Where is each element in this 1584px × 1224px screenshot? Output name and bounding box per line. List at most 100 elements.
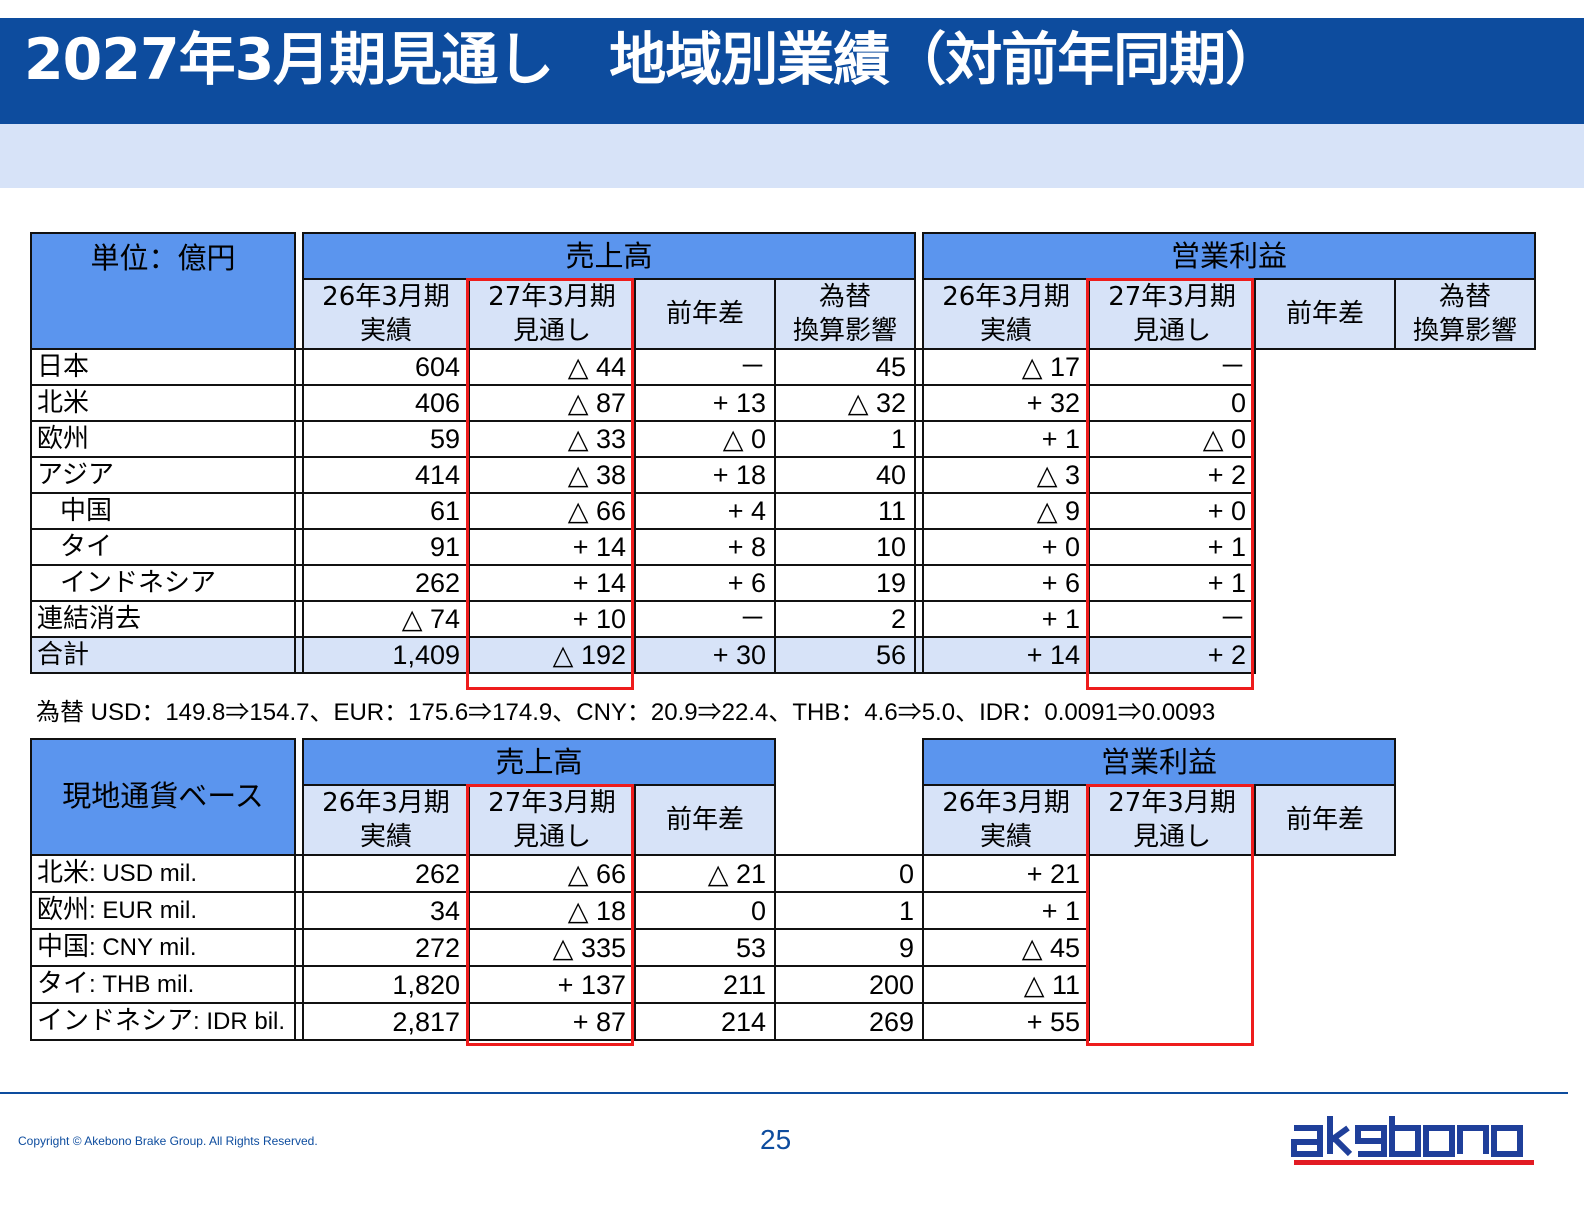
op-o26-cell: △ 32 — [773, 384, 917, 422]
sales-s26-cell: △ 84 — [294, 600, 304, 638]
akebono-logo — [1291, 1116, 1534, 1165]
sales-sdiff-cell: △ 38 — [468, 456, 636, 494]
local-sales-s27-cell: 272 — [302, 928, 470, 967]
op-o27-cell: 10 — [914, 528, 925, 566]
op-fy26-header: 26年3月期 実績 — [922, 278, 1091, 350]
op-o26-cell: 19 — [773, 564, 917, 602]
local-sales-header: 売上高 — [301, 738, 777, 786]
currency-region-label: 北米: USD mil. — [30, 854, 296, 893]
local-sales-s26-cell: 608 — [294, 928, 304, 967]
unit-label: 単位：億円 — [30, 232, 296, 350]
op-ofx-cell: + 2 — [1088, 636, 1257, 674]
local-sales-sdiff-cell: + 137 — [468, 965, 636, 1004]
local-sales-fy26-header: 26年3月期 実績 — [302, 784, 470, 856]
local-sales-sdiff-cell: △ 18 — [468, 891, 636, 930]
local-op-fy27-header: 27年3月期 見通し — [1088, 784, 1257, 856]
op-o26-cell: 2 — [773, 600, 917, 638]
op-o27-cell: 2 — [914, 492, 925, 530]
subtitle-band — [0, 124, 1584, 188]
sales-s27-cell: 61 — [302, 492, 470, 530]
local-op-o27-cell: 269 — [774, 1002, 925, 1041]
local-op-diff-header: 前年差 — [1254, 784, 1397, 856]
local-sales-s27-cell: 34 — [302, 891, 470, 930]
op-odiff-cell: + 0 — [922, 528, 1091, 566]
op-odiff-cell: △ 3 — [922, 456, 1091, 494]
local-currency-table: 現地通貨ベース 売上高 営業利益 26年3月期 実績 27年3月期 見通し 前年差 … — [30, 738, 1397, 1041]
local-sales-s27-cell: 262 — [302, 854, 470, 893]
op-ofx-cell: － — [1088, 348, 1257, 386]
region-name: 中国 — [37, 932, 90, 962]
local-op-fy26-header: 26年3月期 実績 — [922, 784, 1091, 856]
sales-s26-cell: 452 — [294, 456, 304, 494]
sales-sfx-cell: － — [634, 600, 776, 638]
op-o26-cell: 1 — [773, 420, 917, 458]
op-ofx-cell: + 0 — [1088, 492, 1257, 530]
table-row: 合計1,6011,409△ 192+ 305670+ 14+ 2 — [30, 636, 1535, 674]
sales-s26-cell: 648 — [294, 348, 304, 386]
sales-sdiff-cell: + 14 — [468, 564, 636, 602]
sales-sdiff-cell: △ 44 — [468, 348, 636, 386]
sales-s26-cell: 493 — [294, 384, 304, 422]
op-odiff-cell: + 1 — [922, 420, 1091, 458]
operating-profit-header: 営業利益 — [922, 232, 1537, 280]
local-sales-s26-cell: 329 — [294, 854, 304, 893]
sales-sdiff-cell: △ 66 — [468, 492, 636, 530]
local-op-o26-cell: 214 — [633, 1002, 777, 1041]
sales-fy27-header: 27年3月期 見通し — [468, 278, 636, 350]
local-sales-s26-cell: 52 — [294, 891, 304, 930]
table-row: 北米493406△ 87+ 13△ 320+ 320 — [30, 384, 1535, 422]
sales-sdiff-cell: + 10 — [468, 600, 636, 638]
local-op-o27-cell: 9 — [774, 928, 925, 967]
op-o26-cell: 40 — [773, 456, 917, 494]
op-ofx-cell: － — [1088, 600, 1257, 638]
op-o27-cell: 2 — [914, 420, 925, 458]
sales-s27-cell: 604 — [302, 348, 470, 386]
region-label: タイ — [30, 528, 296, 566]
op-odiff-cell: △ 17 — [922, 348, 1091, 386]
local-op-odiff-cell: + 1 — [922, 891, 1091, 930]
local-sales-s27-cell: 1,820 — [302, 965, 470, 1004]
sales-s27-cell: 406 — [302, 384, 470, 422]
sales-sdiff-cell: △ 33 — [468, 420, 636, 458]
currency-region-label: 中国: CNY mil. — [30, 928, 296, 967]
sales-sfx-cell: + 18 — [634, 456, 776, 494]
region-label: 連結消去 — [30, 600, 296, 638]
op-o26-cell: 56 — [773, 636, 917, 674]
sales-fy26-header: 26年3月期 実績 — [302, 278, 470, 350]
op-o27-cell: 3 — [914, 600, 925, 638]
op-fy27-header: 27年3月期 見通し — [1088, 278, 1257, 350]
region-label: 欧州 — [30, 420, 296, 458]
sales-sfx-cell: + 8 — [634, 528, 776, 566]
op-ofx-cell: + 1 — [1088, 528, 1257, 566]
currency-unit: : IDR bil. — [193, 1008, 286, 1035]
fx-rate-note: 為替 USD：149.8⇒154.7、EUR：175.6⇒174.9、CNY：2… — [36, 699, 1216, 726]
local-op-odiff-cell: + 21 — [922, 854, 1091, 893]
sales-sfx-cell: + 30 — [634, 636, 776, 674]
local-sales-diff-header: 前年差 — [633, 784, 777, 856]
currency-unit: : USD mil. — [89, 860, 198, 887]
table-row: 中国12761△ 66+ 4112△ 9+ 0 — [30, 492, 1535, 530]
op-o27-cell: 70 — [914, 636, 925, 674]
local-op-odiff-cell: + 55 — [922, 1002, 1091, 1041]
local-op-o26-cell: 53 — [633, 928, 777, 967]
currency-region-label: タイ: THB mil. — [30, 965, 296, 1004]
region-name: 欧州 — [37, 895, 90, 925]
op-o27-cell: 37 — [914, 456, 925, 494]
sales-s26-cell: 127 — [294, 492, 304, 530]
op-odiff-cell: + 1 — [922, 600, 1091, 638]
op-ofx-cell: △ 0 — [1088, 420, 1257, 458]
sales-sdiff-cell: △ 192 — [468, 636, 636, 674]
sales-sfx-cell: + 13 — [634, 384, 776, 422]
op-odiff-cell: + 14 — [922, 636, 1091, 674]
sales-s26-cell: 92 — [294, 420, 304, 458]
sales-s27-cell: 262 — [302, 564, 470, 602]
sales-sdiff-cell: + 14 — [468, 528, 636, 566]
local-sales-sdiff-cell: + 87 — [468, 1002, 636, 1041]
local-sales-s26-cell: 1,683 — [294, 965, 304, 1004]
sales-s27-cell: 414 — [302, 456, 470, 494]
sales-s27-cell: 91 — [302, 528, 470, 566]
currency-unit: : EUR mil. — [89, 897, 198, 924]
local-op-o26-cell: 211 — [633, 965, 777, 1004]
region-label: アジア — [30, 456, 296, 494]
